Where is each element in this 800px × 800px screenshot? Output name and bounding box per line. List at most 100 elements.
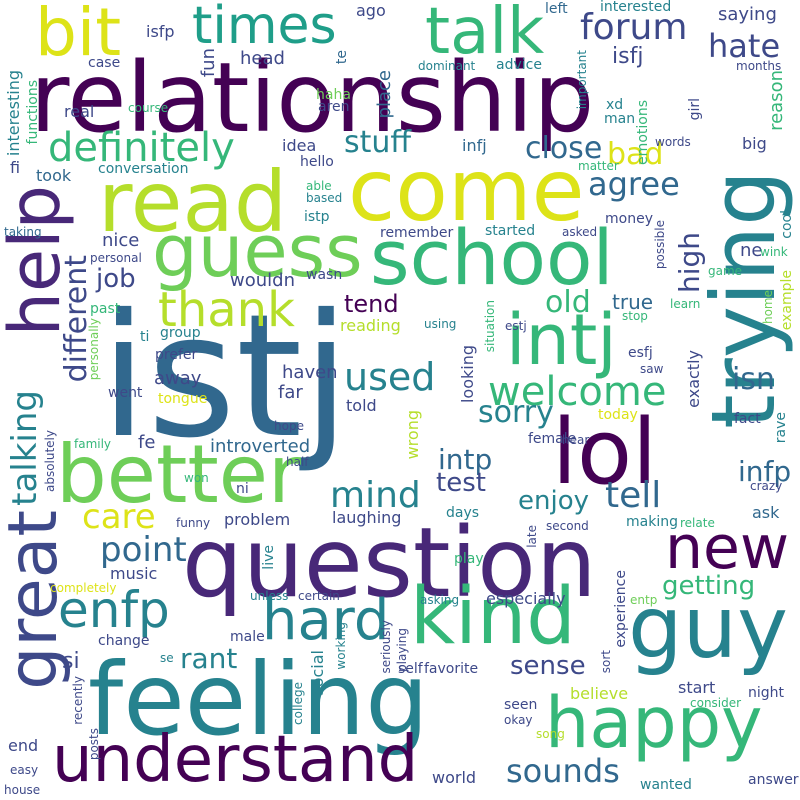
- word-ni: ni: [236, 481, 249, 497]
- word-job: job: [96, 264, 136, 294]
- word-situation: situation: [483, 300, 497, 353]
- word-better: better: [56, 428, 301, 521]
- word-tongue: tongue: [158, 391, 208, 407]
- word-today: today: [598, 407, 638, 423]
- word-head: head: [240, 48, 285, 69]
- word-tend: tend: [344, 290, 399, 318]
- word-introverted: introverted: [210, 436, 311, 457]
- word-home: home: [761, 290, 775, 325]
- word-wink: wink: [760, 245, 788, 259]
- word-istj: istj: [100, 278, 350, 476]
- word-te: te: [334, 50, 350, 65]
- word-read: read: [98, 153, 288, 251]
- word-understand: understand: [52, 723, 419, 797]
- word-sense: sense: [510, 651, 586, 681]
- word-months: months: [736, 59, 782, 73]
- word-important: important: [575, 50, 589, 110]
- word-wouldn: wouldn: [230, 270, 295, 291]
- word-seriously: seriously: [379, 620, 393, 674]
- word-advice: advice: [496, 57, 542, 73]
- word-reason: reason: [766, 70, 787, 131]
- word-far: far: [278, 382, 303, 403]
- word-asked: asked: [562, 225, 598, 239]
- word-went: went: [108, 385, 143, 401]
- word-consider: consider: [690, 696, 742, 710]
- word-stuff: stuff: [344, 125, 412, 160]
- word-interested: interested: [600, 0, 672, 15]
- word-talk: talk: [425, 0, 545, 69]
- word-si: si: [62, 649, 80, 674]
- word-agree: agree: [588, 165, 680, 203]
- word-high: high: [673, 232, 706, 294]
- word-matter: matter: [578, 159, 619, 173]
- word-words: words: [655, 135, 691, 149]
- word-absolutely: absolutely: [43, 430, 57, 493]
- word-hard: hard: [262, 588, 390, 653]
- word-hear: hear: [562, 433, 590, 447]
- word-exactly: exactly: [684, 350, 703, 408]
- word-enfp: enfp: [58, 581, 170, 639]
- word-second: second: [546, 519, 589, 533]
- word-past: past: [90, 301, 121, 317]
- word-completely: completely: [50, 581, 117, 595]
- word-functions: functions: [25, 80, 41, 145]
- word-music: music: [110, 564, 158, 583]
- word-funny: funny: [176, 516, 211, 530]
- word-test: test: [436, 468, 486, 498]
- word-okay: okay: [504, 713, 533, 727]
- word-dominant: dominant: [418, 59, 476, 73]
- word-especially: especially: [486, 589, 566, 608]
- word-prefer: prefer: [155, 347, 198, 363]
- word-entp: entp: [630, 593, 658, 607]
- word-mind: mind: [330, 475, 421, 516]
- word-case: case: [88, 55, 121, 71]
- word-fact: fact: [734, 411, 761, 427]
- word-female: female: [528, 431, 577, 447]
- word-rave: rave: [773, 412, 789, 444]
- word-ne: ne: [740, 240, 763, 261]
- word-real: real: [64, 102, 95, 121]
- word-remember: remember: [380, 225, 454, 241]
- word-answer: answer: [748, 772, 799, 788]
- word-personally: personally: [87, 318, 101, 381]
- word-easy: easy: [10, 763, 39, 777]
- word-based: based: [306, 191, 343, 205]
- word-saying: saying: [718, 4, 777, 25]
- word-game: game: [708, 264, 743, 278]
- word-place: place: [374, 70, 395, 119]
- word-enjoy: enjoy: [518, 486, 589, 516]
- word-took: took: [36, 166, 72, 185]
- word-learn: learn: [670, 297, 701, 311]
- word-haha: haha: [316, 87, 351, 103]
- word-se: se: [160, 651, 174, 665]
- word-nice: nice: [102, 230, 140, 251]
- word-crazy: crazy: [750, 479, 783, 493]
- word-rant: rant: [180, 642, 238, 675]
- word-old: old: [545, 285, 591, 320]
- word-experience: experience: [613, 570, 629, 648]
- word-emotions: emotions: [635, 100, 651, 165]
- word-care: care: [82, 497, 156, 537]
- word-isfp: isfp: [146, 22, 175, 41]
- word-istp: istp: [304, 209, 330, 225]
- word-away: away: [154, 368, 202, 389]
- word-looking: looking: [458, 345, 477, 404]
- word-late: late: [525, 525, 539, 548]
- word-wrong: wrong: [403, 410, 422, 460]
- word-end: end: [8, 736, 39, 755]
- word-making: making: [626, 514, 678, 530]
- word-fun: fun: [198, 48, 219, 78]
- word-certain: certain: [298, 589, 340, 603]
- word-money: money: [605, 211, 653, 227]
- word-sort: sort: [599, 650, 613, 674]
- word-play: play: [454, 551, 484, 567]
- word-male: male: [230, 629, 265, 645]
- word-kind: kind: [410, 572, 576, 662]
- word-guess: guess: [152, 209, 363, 293]
- word-estj: estj: [505, 319, 527, 333]
- word-forum: forum: [580, 7, 688, 48]
- word-started: started: [485, 223, 536, 239]
- word-xd: xd: [606, 97, 624, 113]
- word-isfj: isfj: [612, 44, 644, 69]
